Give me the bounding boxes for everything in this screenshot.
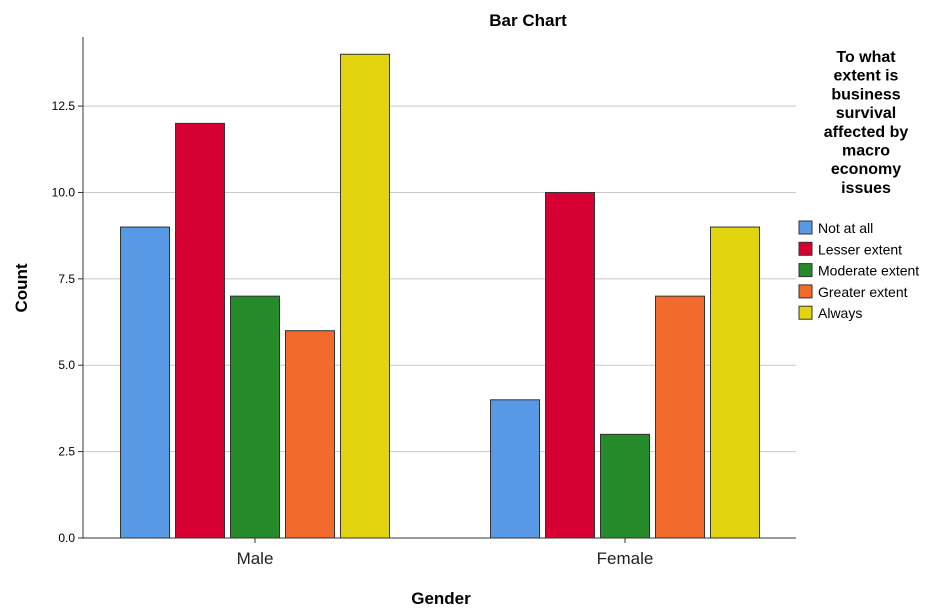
bar-female-greater-extent xyxy=(655,295,705,539)
legend-swatch xyxy=(798,305,813,320)
y-tick-label: 10.0 xyxy=(52,185,76,199)
bar-male-greater-extent xyxy=(285,330,335,539)
y-tick-label: 5.0 xyxy=(58,358,75,372)
legend-swatch xyxy=(798,263,813,278)
chart-title: Bar Chart xyxy=(489,11,567,30)
x-axis-title: Gender xyxy=(411,589,471,608)
bar-male-always xyxy=(340,53,390,539)
legend-title-line: issues xyxy=(841,180,891,197)
legend-title-line: economy xyxy=(831,161,901,178)
legend-entry-label: Lesser extent xyxy=(818,241,902,257)
legend-entry-label: Always xyxy=(818,305,862,321)
legend-title-line: survival xyxy=(836,105,896,122)
bar-female-moderate-extent xyxy=(600,433,650,539)
legend-title-line: affected by xyxy=(824,124,909,141)
x-tick-label: Female xyxy=(597,549,654,568)
x-tick-label: Male xyxy=(237,549,274,568)
y-tick-label: 12.5 xyxy=(52,99,76,113)
legend-title-line: business xyxy=(831,86,900,103)
legend-swatch xyxy=(798,220,813,235)
legend-entry-label: Moderate extent xyxy=(818,263,919,279)
legend-title-line: To what xyxy=(836,49,896,66)
y-tick-label: 2.5 xyxy=(58,445,75,459)
legend-title-line: extent is xyxy=(834,68,899,85)
axes: 0.0 2.5 5.0 7.5 10.0 12.5 Male Female xyxy=(52,37,796,568)
bar-male-moderate-extent xyxy=(230,295,280,539)
bar-female-not-at-all xyxy=(490,399,540,539)
bar-female-lesser-extent xyxy=(545,191,595,539)
bars xyxy=(120,53,760,539)
y-tick-label: 7.5 xyxy=(58,272,75,286)
legend-swatch xyxy=(798,284,813,299)
legend-swatch xyxy=(798,241,813,256)
legend-title-line: macro xyxy=(842,143,890,160)
y-tick-label: 0.0 xyxy=(58,531,75,545)
y-axis-title: Count xyxy=(12,263,31,312)
bar-male-not-at-all xyxy=(120,226,170,539)
legend-entry-label: Not at all xyxy=(818,220,873,236)
legend-entry-label: Greater extent xyxy=(818,284,908,300)
bar-female-always xyxy=(710,226,760,539)
bar-male-lesser-extent xyxy=(175,122,225,539)
